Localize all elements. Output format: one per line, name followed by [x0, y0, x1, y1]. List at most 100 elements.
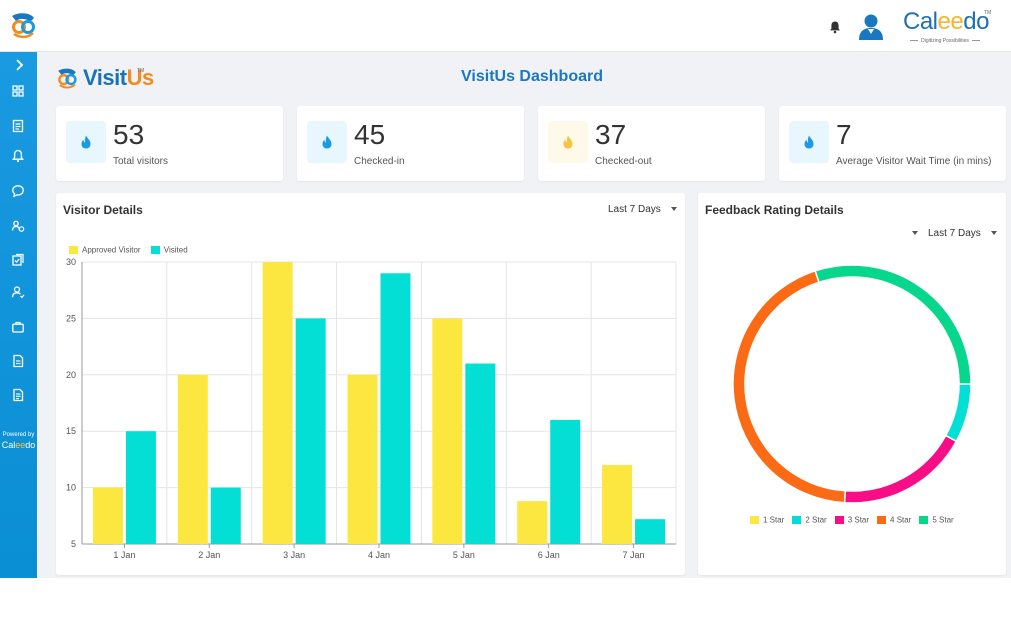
fire-icon: [322, 135, 332, 149]
feedback-chart-legend: 1 Star 2 Star 3 Star 4 Star 5 Star: [750, 515, 962, 524]
legend-label: 4 Star: [890, 515, 912, 525]
legend-item-2-star[interactable]: 2 Star: [792, 515, 827, 525]
bar-visited[interactable]: [465, 363, 496, 544]
x-tick-label: 4 Jan: [368, 550, 390, 560]
powered-by: Powered by Caleedo: [0, 432, 37, 450]
dashboard-icon[interactable]: [11, 84, 25, 98]
legend-item-visited[interactable]: Visited: [150, 245, 188, 254]
x-tick-label: 3 Jan: [283, 550, 305, 560]
bell-icon[interactable]: [828, 20, 842, 34]
chat-icon[interactable]: [11, 184, 25, 198]
visitus-wordmark: VisitUs: [83, 65, 154, 90]
bar-visited[interactable]: [295, 318, 326, 544]
register-icon[interactable]: [11, 119, 25, 133]
visitors-icon[interactable]: [11, 219, 25, 233]
legend-label: Approved Visitor: [82, 245, 141, 255]
legend-item-1-star[interactable]: 1 Star: [750, 515, 784, 524]
y-tick-label: 15: [66, 426, 76, 436]
stat-value: 7: [836, 119, 852, 150]
brand-trademark: TM: [984, 10, 992, 16]
x-tick-label: 5 Jan: [453, 550, 475, 560]
visitor-range-select[interactable]: Last 7 Days: [608, 204, 677, 215]
donut-slice-4-star[interactable]: [732, 269, 847, 504]
legend-label: 1 Star: [763, 515, 785, 525]
main-content: VisitUs TM VisitUs Dashboard 53 Total vi…: [37, 52, 1011, 578]
chevron-down-icon: [912, 231, 918, 236]
chevron-down-icon: [670, 207, 677, 212]
legend-swatch: [834, 515, 844, 524]
legend-swatch: [792, 515, 802, 524]
bar-visited[interactable]: [380, 273, 411, 544]
legend-item-5-star[interactable]: 5 Star: [919, 515, 954, 524]
stat-value: 53: [113, 119, 145, 150]
legend-swatch: [150, 245, 160, 254]
stat-label: Checked-in: [354, 156, 405, 167]
stat-label: Total visitors: [113, 156, 169, 167]
stat-icon-box: [548, 121, 588, 163]
legend-label: 2 Star: [805, 515, 827, 525]
stat-card-average-wait-time: 7 Average Visitor Wait Time (in mins): [779, 106, 1006, 181]
sidebar: Powered by Caleedo: [0, 52, 37, 578]
report-icon[interactable]: [11, 354, 25, 368]
stat-label: Checked-out: [595, 156, 652, 167]
document-icon[interactable]: [11, 388, 25, 402]
visitus-logo-icon[interactable]: [8, 10, 38, 40]
feedback-range-select[interactable]: Last 7 Days: [912, 228, 997, 239]
stat-card-checked-in: 45 Checked-in: [297, 106, 524, 181]
chevron-right-icon[interactable]: [12, 58, 26, 72]
feedback-rating-title: Feedback Rating Details: [705, 203, 844, 217]
bar-approved[interactable]: [602, 465, 633, 544]
y-tick-label: 10: [66, 483, 76, 493]
work-icon[interactable]: [11, 320, 25, 334]
legend-swatch: [877, 515, 887, 524]
visitus-trademark: TM: [137, 68, 145, 74]
legend-item-3-star[interactable]: 3 Star: [834, 515, 870, 525]
user-avatar-icon[interactable]: [856, 11, 886, 41]
bar-approved[interactable]: [92, 487, 123, 544]
visitus-logo-icon: [58, 68, 77, 89]
bar-approved[interactable]: [432, 318, 463, 544]
visitor-bar-chart: 5 10 15 20 25 30 1 Jan 2 Jan 3 Jan 4 Jan 5 Jan 6 Ja…: [66, 257, 677, 560]
x-tick-label: 1 Jan: [113, 550, 135, 560]
stat-card-total-visitors: 53 Total visitors: [56, 106, 283, 181]
bar-visited[interactable]: [125, 431, 156, 544]
x-tick-label: 7 Jan: [623, 550, 645, 560]
donut-slice-2-star[interactable]: [944, 383, 972, 443]
legend-swatch: [919, 515, 929, 524]
visitor-chart-legend: Approved Visitor Visited: [69, 245, 196, 254]
donut-slice-3-star[interactable]: [843, 434, 958, 504]
y-tick-label: 30: [66, 257, 76, 267]
fire-icon: [804, 135, 814, 149]
bar-approved[interactable]: [177, 374, 208, 544]
stat-card-checked-out: 37 Checked-out: [538, 106, 765, 181]
bar-approved[interactable]: [517, 501, 548, 544]
users-icon[interactable]: [11, 285, 25, 299]
feedback-donut-chart: [732, 264, 972, 504]
visitor-details-title: Visitor Details: [63, 203, 143, 217]
donut-slice-5-star[interactable]: [814, 264, 972, 385]
stat-value: 45: [354, 119, 386, 150]
legend-swatch: [750, 515, 759, 524]
chevron-down-icon: [990, 231, 997, 236]
approvals-icon[interactable]: [11, 253, 25, 267]
feedback-rating-panel: Feedback Rating Details Last 7 Days 1 St…: [698, 193, 1006, 575]
visitor-range-value: Last 7 Days: [608, 204, 661, 215]
bar-approved[interactable]: [262, 262, 293, 544]
stat-label: Average Visitor Wait Time (in mins): [836, 156, 992, 167]
bar-visited[interactable]: [550, 419, 581, 544]
notifications-icon[interactable]: [11, 149, 25, 163]
top-bar: Caleedo TM Digitizing Possibilities: [0, 0, 1011, 52]
bar-visited[interactable]: [210, 487, 241, 544]
x-tick-label: 6 Jan: [538, 550, 560, 560]
legend-swatch: [69, 245, 78, 254]
bar-visited[interactable]: [635, 519, 666, 544]
y-tick-label: 25: [66, 313, 76, 323]
stat-value: 37: [595, 119, 627, 150]
legend-label: 3 Star: [847, 515, 870, 525]
powered-by-label: Powered by: [2, 432, 35, 438]
bar-approved[interactable]: [347, 374, 378, 544]
brand-name: Caleedo: [903, 8, 989, 35]
legend-item-4-star[interactable]: 4 Star: [877, 515, 911, 524]
powered-by-brand: Caleedo: [1, 440, 36, 450]
legend-item-approved[interactable]: Approved Visitor: [69, 245, 141, 254]
